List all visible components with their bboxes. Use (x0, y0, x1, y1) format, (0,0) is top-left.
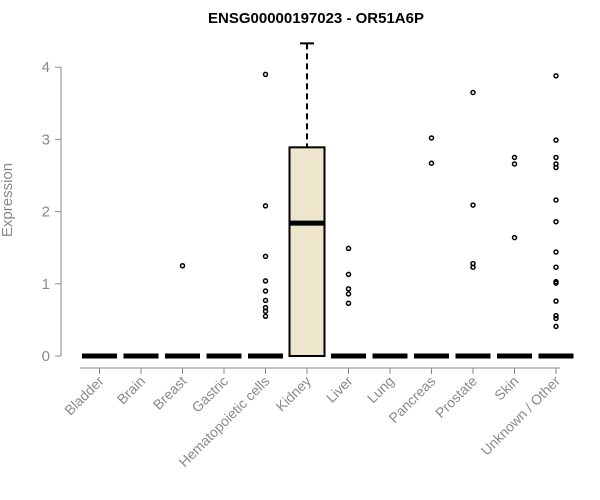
x-tick-label: Unknown / Other (478, 373, 564, 459)
outlier-point (345, 271, 352, 278)
y-tick-label: 3 (42, 131, 50, 148)
outlier-point (511, 161, 518, 167)
outlier-point (553, 312, 559, 319)
outlier-point (553, 323, 559, 330)
outlier-point (262, 71, 269, 78)
outlier-point (470, 89, 476, 96)
box-group (538, 73, 574, 359)
box-iqr (288, 146, 326, 357)
outlier-point (553, 197, 559, 203)
outlier-point (262, 313, 269, 320)
box-group (331, 245, 366, 359)
y-axis-label: Expression (0, 163, 16, 237)
box-group (497, 154, 532, 359)
outlier-point (262, 288, 269, 294)
outlier-point (345, 245, 352, 252)
outlier-point (262, 297, 269, 304)
outlier-point (428, 135, 435, 141)
boxes (82, 42, 574, 359)
outlier-point (345, 286, 352, 292)
outlier-point (553, 73, 559, 79)
box-group (248, 71, 283, 359)
box-group (288, 42, 326, 357)
outlier-point (553, 280, 559, 286)
outlier-point (428, 160, 435, 166)
outlier-point (262, 203, 269, 209)
x-tick-label: Lung (364, 373, 397, 406)
outlier-point (553, 264, 559, 270)
outlier-point (511, 154, 518, 161)
x-tick-label: Liver (323, 373, 356, 406)
outlier-point (553, 298, 559, 304)
outlier-point (553, 218, 559, 225)
outlier-point (470, 264, 476, 270)
outlier-point (262, 278, 269, 284)
x-tick-label: Brain (114, 373, 148, 407)
outlier-point (262, 308, 269, 314)
box-group (414, 135, 449, 359)
outlier-point (553, 137, 559, 143)
outlier-point (553, 154, 559, 161)
outlier-point (470, 202, 476, 208)
outlier-point (553, 249, 559, 255)
y-tick-label: 4 (42, 59, 50, 76)
x-tick-label: Kidney (273, 373, 315, 415)
box-group (455, 89, 491, 359)
outlier-point (553, 164, 559, 171)
outlier-point (511, 234, 518, 241)
y-tick-label: 0 (42, 348, 50, 365)
outlier-point (345, 300, 352, 307)
y-tick-label: 1 (42, 276, 50, 293)
chart-title: ENSG00000197023 - OR51A6P (208, 10, 424, 27)
outlier-point (179, 263, 186, 269)
outlier-point (553, 315, 559, 322)
x-tick-label: Skin (491, 373, 522, 404)
box-group (165, 263, 200, 359)
y-tick-label: 2 (42, 204, 50, 221)
x-tick-label: Prostate (432, 373, 480, 421)
x-tick-label: Breast (150, 373, 190, 413)
outlier-point (262, 253, 269, 260)
y-ticks: 0 1 2 3 4 (42, 59, 61, 365)
x-tick-label: Bladder (61, 373, 107, 419)
outlier-point (345, 291, 352, 297)
